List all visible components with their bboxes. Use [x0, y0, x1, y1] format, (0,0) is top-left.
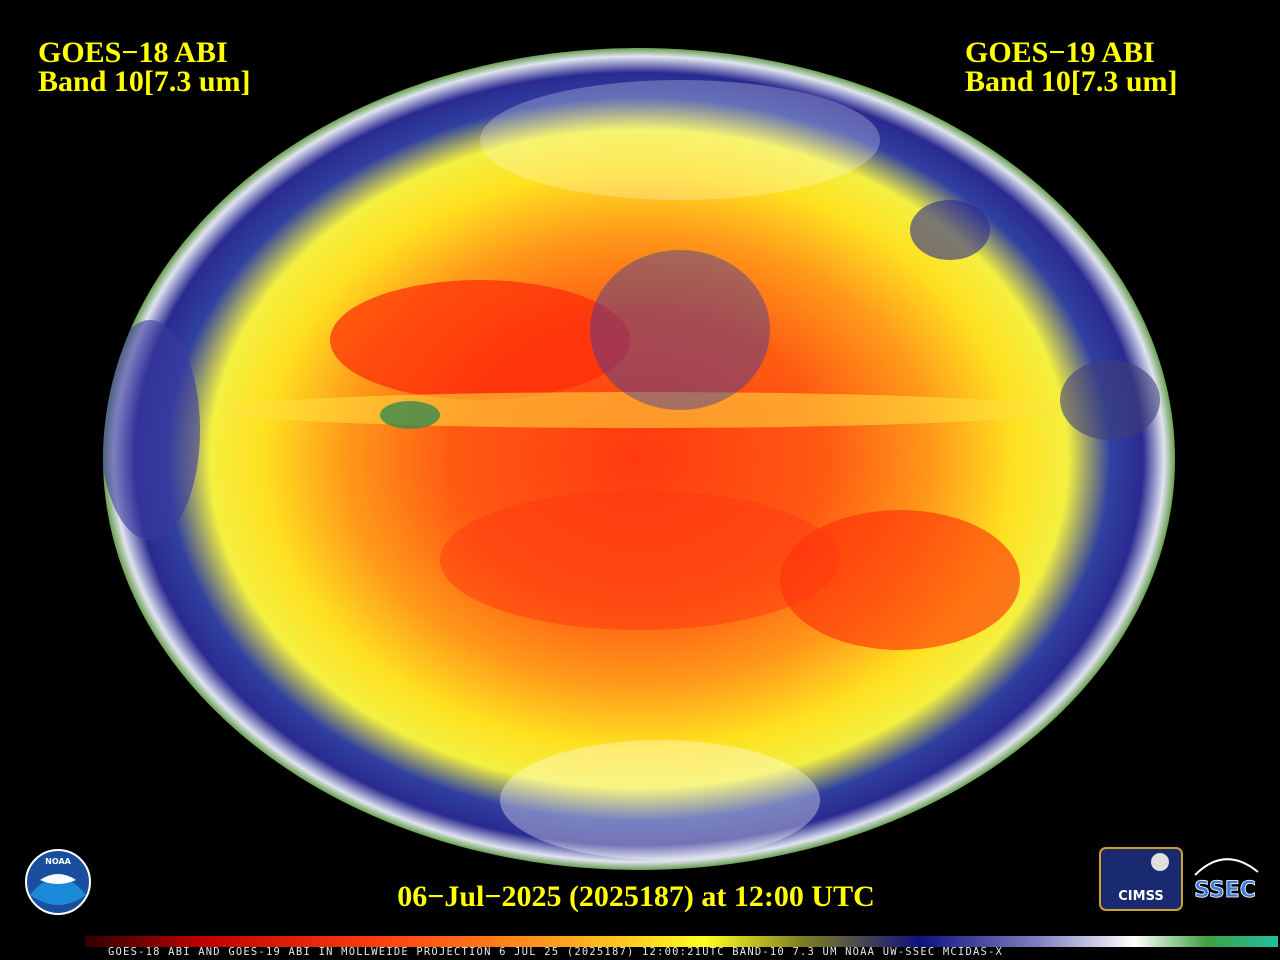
- header-left: GOES−18 ABI Band 10[7.3 um]: [38, 36, 251, 98]
- logo-text: CIMSS: [1118, 889, 1163, 904]
- color-bar: [85, 936, 1278, 947]
- cimss-logo: CIMSS: [1099, 847, 1183, 911]
- logo-text: SSEC: [1194, 878, 1256, 903]
- noaa-logo: NOAA: [25, 849, 91, 915]
- header-right: GOES−19 ABI Band 10[7.3 um]: [965, 36, 1178, 98]
- satellite-label: GOES−19 ABI: [965, 36, 1155, 69]
- band-label: Band 10[7.3 um]: [38, 65, 251, 98]
- globe: [103, 48, 1175, 870]
- logo-text: NOAA: [45, 857, 71, 866]
- footer-caption: GOES-18 ABI AND GOES-19 ABI IN MOLLWEIDE…: [108, 946, 1003, 958]
- band-label: Band 10[7.3 um]: [965, 65, 1178, 98]
- timestamp: 06−Jul−2025 (2025187) at 12:00 UTC: [397, 880, 875, 913]
- satellite-label: GOES−18 ABI: [38, 36, 228, 69]
- cloud-features: [103, 80, 1160, 860]
- ssec-logo: SSEC: [1194, 858, 1259, 903]
